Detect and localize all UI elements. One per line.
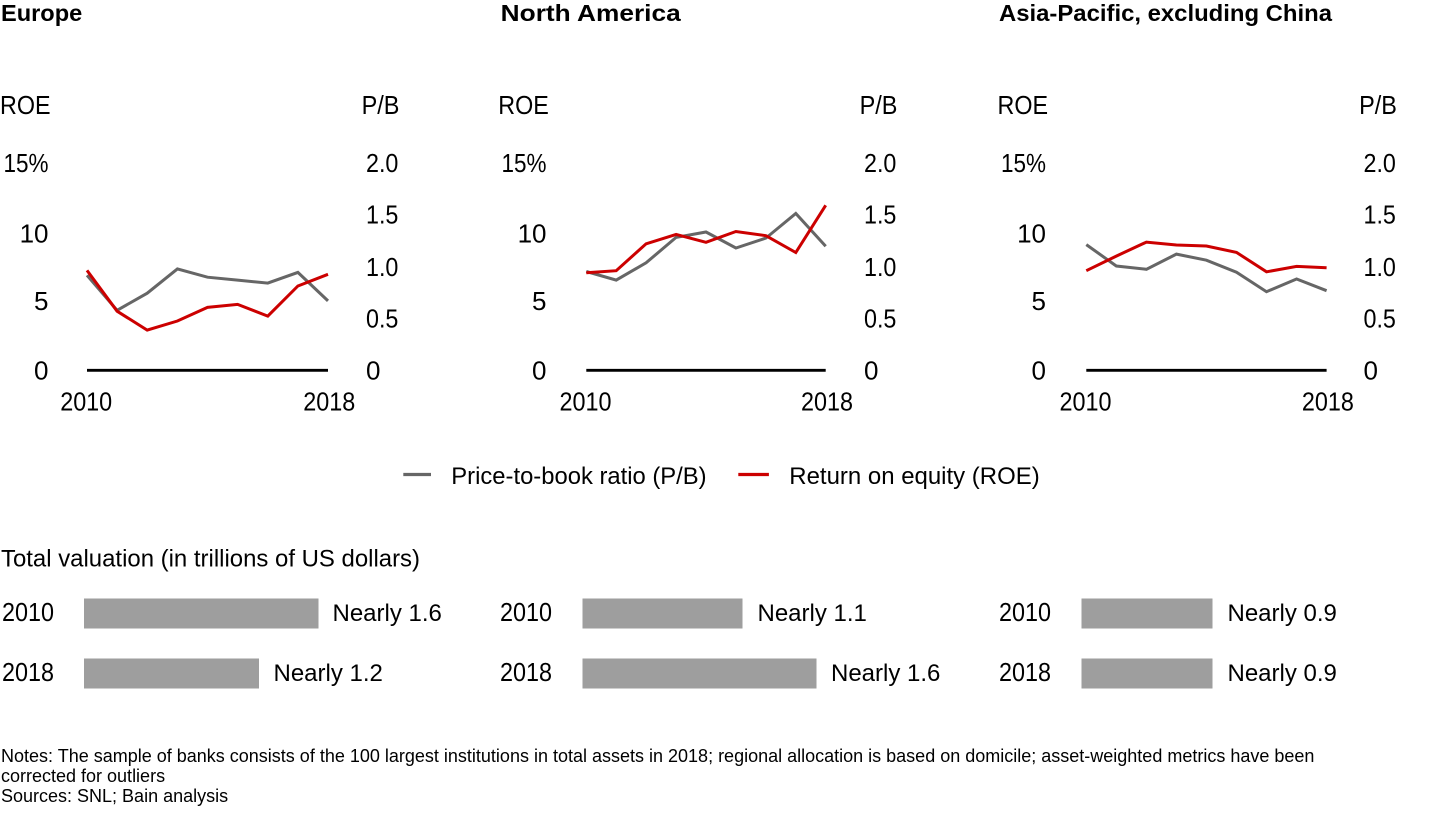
svg-text:0: 0 [34,355,48,385]
svg-text:0: 0 [864,355,878,385]
svg-text:2018: 2018 [303,386,355,416]
svg-text:0: 0 [366,355,380,385]
svg-text:2018: 2018 [2,657,54,687]
svg-text:2010: 2010 [60,386,112,416]
svg-text:Nearly 1.6: Nearly 1.6 [333,600,442,627]
svg-text:2018: 2018 [801,386,853,416]
svg-text:Sources: SNL; Bain analysis: Sources: SNL; Bain analysis [1,786,228,806]
svg-text:1.0: 1.0 [864,252,896,282]
svg-text:2018: 2018 [999,657,1051,687]
svg-text:5: 5 [34,286,48,316]
svg-text:2.0: 2.0 [366,148,398,178]
svg-text:2.0: 2.0 [864,148,896,178]
svg-text:Return on equity (ROE): Return on equity (ROE) [789,463,1039,490]
svg-text:Asia-Pacific, excluding China: Asia-Pacific, excluding China [999,0,1332,26]
svg-text:ROE: ROE [998,90,1049,120]
svg-text:1.5: 1.5 [1364,200,1396,230]
svg-text:Nearly 1.1: Nearly 1.1 [758,600,867,627]
svg-text:1.5: 1.5 [366,200,398,230]
svg-text:10: 10 [1017,219,1046,249]
svg-text:0.5: 0.5 [864,304,896,334]
svg-text:P/B: P/B [362,90,400,120]
svg-text:0: 0 [1364,355,1378,385]
svg-text:0.5: 0.5 [1364,304,1396,334]
svg-text:2010: 2010 [999,597,1051,627]
svg-text:1.5: 1.5 [864,200,896,230]
svg-text:15%: 15% [1001,148,1046,178]
svg-text:5: 5 [532,286,546,316]
svg-text:Notes: The sample of banks con: Notes: The sample of banks consists of t… [1,746,1314,766]
svg-text:ROE: ROE [0,90,51,120]
svg-text:Price-to-book ratio (P/B): Price-to-book ratio (P/B) [451,463,706,490]
svg-text:Nearly 0.9: Nearly 0.9 [1228,660,1337,687]
svg-text:2010: 2010 [2,597,54,627]
svg-text:Nearly 0.9: Nearly 0.9 [1228,600,1337,627]
svg-text:2018: 2018 [1302,386,1354,416]
svg-text:Total valuation (in trillions: Total valuation (in trillions of US doll… [1,546,420,573]
svg-text:P/B: P/B [860,90,898,120]
svg-text:corrected for outliers: corrected for outliers [1,766,165,786]
svg-text:2010: 2010 [1060,386,1112,416]
svg-text:North America: North America [501,0,681,26]
svg-text:0: 0 [1032,355,1046,385]
svg-text:Nearly 1.2: Nearly 1.2 [274,660,383,687]
svg-text:15%: 15% [502,148,547,178]
svg-text:0: 0 [532,355,546,385]
svg-text:2010: 2010 [500,597,552,627]
svg-text:2018: 2018 [500,657,552,687]
svg-text:10: 10 [20,219,49,249]
svg-text:ROE: ROE [498,90,549,120]
svg-text:5: 5 [1032,286,1046,316]
svg-text:15%: 15% [4,148,49,178]
svg-text:0.5: 0.5 [366,304,398,334]
svg-text:P/B: P/B [1359,90,1397,120]
svg-text:1.0: 1.0 [1364,252,1396,282]
svg-text:Nearly 1.6: Nearly 1.6 [831,660,940,687]
svg-text:Europe: Europe [1,0,82,26]
svg-text:2.0: 2.0 [1364,148,1396,178]
svg-text:1.0: 1.0 [366,252,398,282]
svg-text:2010: 2010 [560,386,612,416]
svg-text:10: 10 [518,219,547,249]
